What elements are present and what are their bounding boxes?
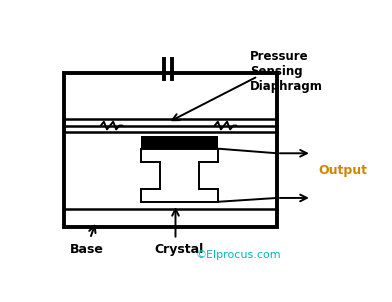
Text: Base: Base	[70, 243, 104, 255]
Bar	[64, 73, 277, 227]
Text: Crystal: Crystal	[155, 243, 204, 255]
Text: Output: Output	[318, 165, 367, 178]
Text: Pressure
Sensing
Diaphragm: Pressure Sensing Diaphragm	[250, 50, 323, 93]
Text: ©Elprocus.com: ©Elprocus.com	[195, 250, 281, 260]
Bar	[141, 136, 218, 149]
